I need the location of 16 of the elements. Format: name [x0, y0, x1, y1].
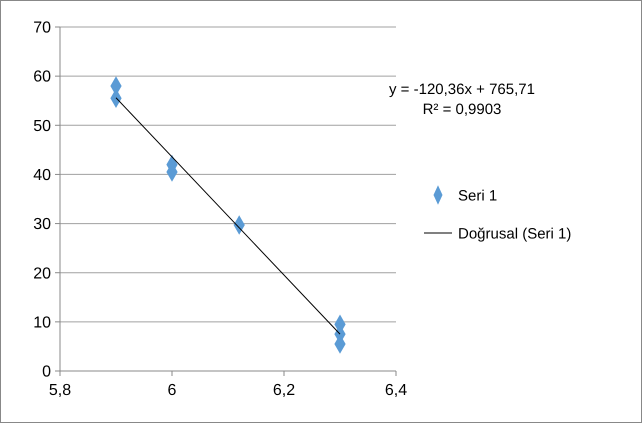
x-tick-label: 5,8: [48, 382, 72, 399]
legend-label: Seri 1: [458, 187, 498, 204]
y-tick-label: 40: [33, 167, 52, 184]
x-tick-label: 6,2: [272, 382, 296, 399]
x-tick-label: 6,4: [384, 382, 408, 399]
legend-label: Doğrusal (Seri 1): [458, 225, 572, 242]
x-tick-label: 6: [168, 382, 177, 399]
y-tick-label: 10: [33, 314, 52, 332]
y-tick-label: 0: [42, 364, 52, 381]
y-tick-label: 20: [33, 265, 52, 282]
text: R² = 0,9903: [422, 101, 502, 118]
y-tick-label: 70: [33, 20, 52, 37]
y-tick-label: 60: [33, 68, 52, 86]
annotation: y = -120,36x + 765,71: [389, 81, 535, 98]
y-tick-label: 50: [33, 118, 52, 135]
y-tick-label: 30: [33, 216, 52, 234]
